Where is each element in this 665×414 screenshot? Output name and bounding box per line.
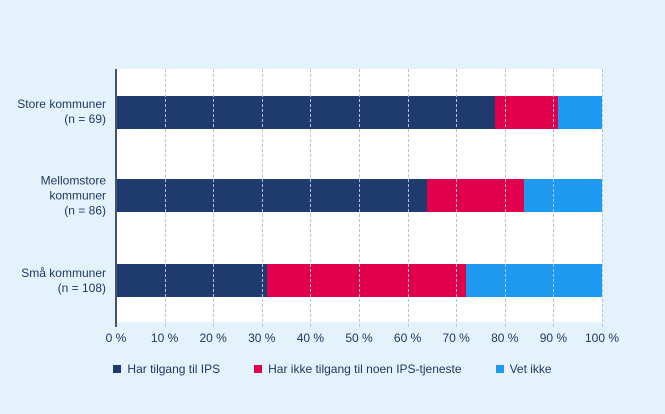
- legend-swatch-har-tilgang: [113, 365, 122, 373]
- x-tick-label-50: 50 %: [345, 331, 373, 345]
- x-axis: 0 % 10 % 20 % 30 % 40 % 50 % 60 % 70 % 8…: [106, 331, 619, 347]
- legend-swatch-vet-ikke: [495, 365, 504, 373]
- bar-segment-2-1: [524, 179, 602, 212]
- bar-store-kommuner: [116, 96, 602, 129]
- x-tick-label-70: 70 %: [442, 331, 470, 345]
- x-tick-label-60: 60 %: [393, 331, 422, 345]
- bar-segment-2-0: [558, 96, 602, 129]
- category-label-store-kommuner: Store kommuner (n = 69): [17, 97, 106, 126]
- legend-label-vet-ikke: Vet ikke: [509, 362, 552, 376]
- legend-item-vet-ikke: Vet ikke: [495, 362, 552, 376]
- plot-area: [116, 69, 602, 322]
- x-tick-label-0: 0 %: [105, 331, 127, 345]
- legend-label-har-ikke-tilgang: Har ikke tilgang til noen IPS-tjeneste: [268, 362, 462, 376]
- x-tick-label-10: 10 %: [150, 331, 179, 345]
- bar-segment-2-2: [465, 264, 602, 297]
- bar-segment-1-2: [266, 264, 466, 297]
- bar-segment-0-1: [116, 179, 428, 212]
- category-label-mellomstore-kommuner: Mellomstore kommuner (n = 86): [40, 173, 106, 218]
- bar-smaa-kommuner: [116, 264, 602, 297]
- category-label-smaa-kommuner: Små kommuner (n = 108): [21, 266, 106, 295]
- legend-item-har-tilgang: Har tilgang til IPS: [113, 362, 220, 376]
- y-axis-line: [115, 69, 117, 327]
- bar-segment-0-0: [116, 96, 496, 129]
- x-tick-label-90: 90 %: [539, 331, 568, 345]
- bar-segment-0-2: [116, 264, 267, 297]
- legend-item-har-ikke-tilgang: Har ikke tilgang til noen IPS-tjeneste: [254, 362, 462, 376]
- x-tick-label-40: 40 %: [296, 331, 325, 345]
- legend-label-har-tilgang: Har tilgang til IPS: [127, 362, 221, 376]
- x-tick-label-80: 80 %: [491, 331, 519, 345]
- bar-segment-1-1: [427, 179, 525, 212]
- x-tick-label-20: 20 %: [199, 331, 227, 345]
- bar-segment-1-0: [495, 96, 559, 129]
- bar-mellomstore-kommuner: [116, 179, 602, 212]
- x-tick-label-100: 100 %: [584, 331, 620, 345]
- x-tick-label-30: 30 %: [248, 331, 276, 345]
- gridline-100: [602, 69, 603, 327]
- legend-swatch-har-ikke-tilgang: [254, 365, 263, 373]
- legend: Har tilgang til IPS Har ikke tilgang til…: [0, 362, 665, 376]
